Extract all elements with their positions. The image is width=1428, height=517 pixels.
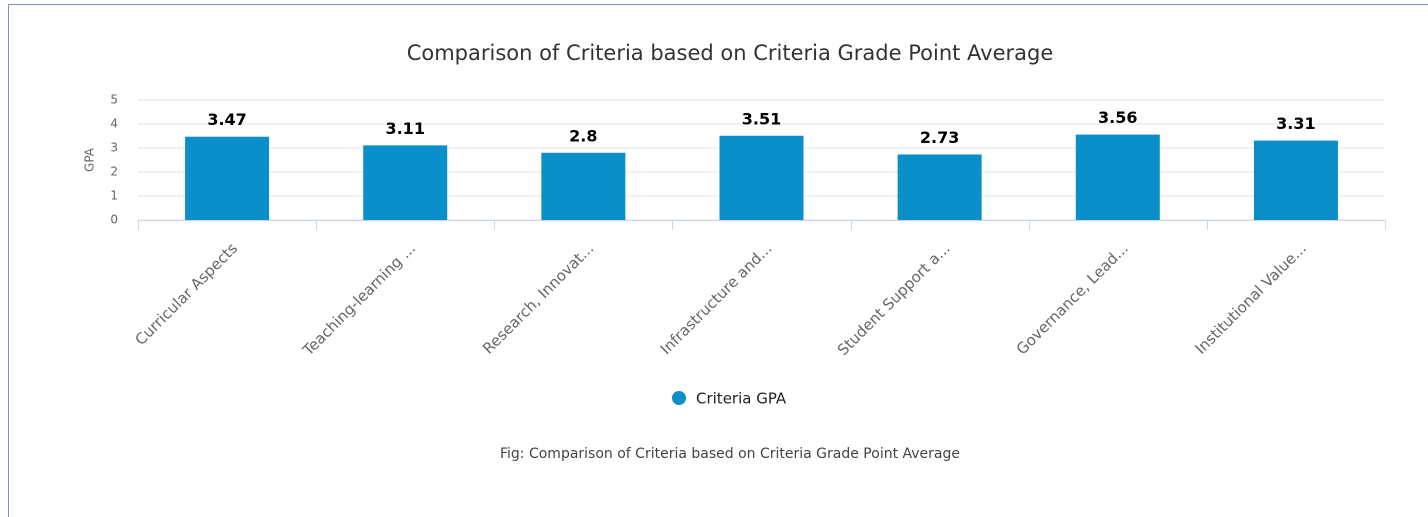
- y-tick-label: 5: [110, 93, 118, 107]
- y-tick-label: 4: [110, 117, 118, 131]
- data-label: 3.31: [1276, 114, 1315, 133]
- y-tick-label: 2: [110, 165, 118, 179]
- bar: [185, 136, 270, 220]
- x-tick-label: Teaching-learning ...: [299, 239, 420, 360]
- data-label: 2.73: [920, 128, 959, 147]
- y-tick-label: 1: [110, 189, 118, 203]
- container-border: [8, 4, 1428, 517]
- y-tick-label: 3: [110, 141, 118, 155]
- x-tick-label: Governance, Lead...: [1013, 239, 1132, 358]
- data-label: 3.47: [207, 110, 246, 129]
- x-tick-label: Student Support a...: [834, 239, 954, 359]
- caption: Fig: Comparison of Criteria based on Cri…: [500, 446, 960, 462]
- bar: [363, 145, 448, 220]
- x-tick-label: Infrastructure and...: [657, 239, 776, 358]
- data-label: 2.8: [569, 126, 597, 145]
- bar: [719, 135, 804, 220]
- x-tick-label: Institutional Value...: [1191, 239, 1309, 357]
- bar: [541, 152, 626, 220]
- bar: [1253, 140, 1338, 220]
- x-tick-label: Research, Innovat...: [479, 239, 597, 357]
- y-axis-title: GPA: [83, 147, 97, 172]
- data-label: 3.11: [385, 119, 424, 138]
- bar: [897, 154, 982, 220]
- chart-title: Comparison of Criteria based on Criteria…: [407, 41, 1054, 65]
- y-tick-label: 0: [110, 213, 118, 227]
- legend-label: Criteria GPA: [696, 390, 787, 408]
- bar: [1075, 134, 1160, 220]
- x-tick-label: Curricular Aspects: [131, 239, 241, 349]
- data-label: 3.51: [742, 109, 781, 128]
- legend-marker: [672, 391, 686, 405]
- data-label: 3.56: [1098, 108, 1137, 127]
